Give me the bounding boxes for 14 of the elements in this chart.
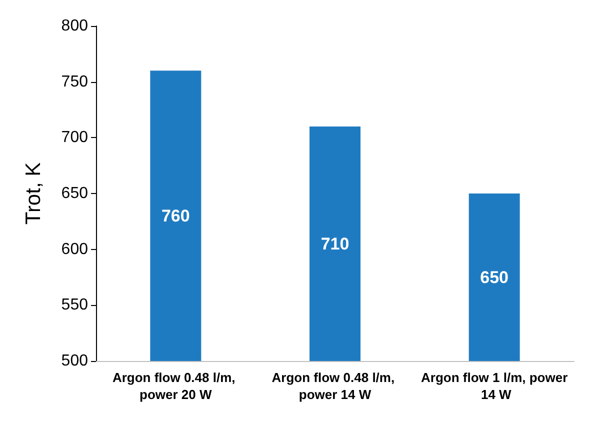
data-label: 710 xyxy=(320,234,350,254)
y-tick-label: 500 xyxy=(61,352,88,370)
y-tick-label: 800 xyxy=(61,18,88,34)
x-tick-label: Argon flow 0.48 l/m, power 14 W xyxy=(272,370,398,402)
y-tick-label: 700 xyxy=(61,129,88,146)
x-tick-label: Argon flow 1 l/m, power 14 W xyxy=(421,370,568,402)
y-tick-label: 650 xyxy=(61,185,88,202)
y-tick-label: 750 xyxy=(61,73,88,90)
x-tick-label: Argon flow 0.48 l/m, power 20 W xyxy=(112,370,239,402)
y-tick-label: 550 xyxy=(61,296,88,314)
data-label: 760 xyxy=(161,206,190,226)
data-label: 650 xyxy=(480,268,509,287)
y-axis-title: Trot, K xyxy=(22,162,45,225)
y-tick-label: 600 xyxy=(61,240,88,258)
